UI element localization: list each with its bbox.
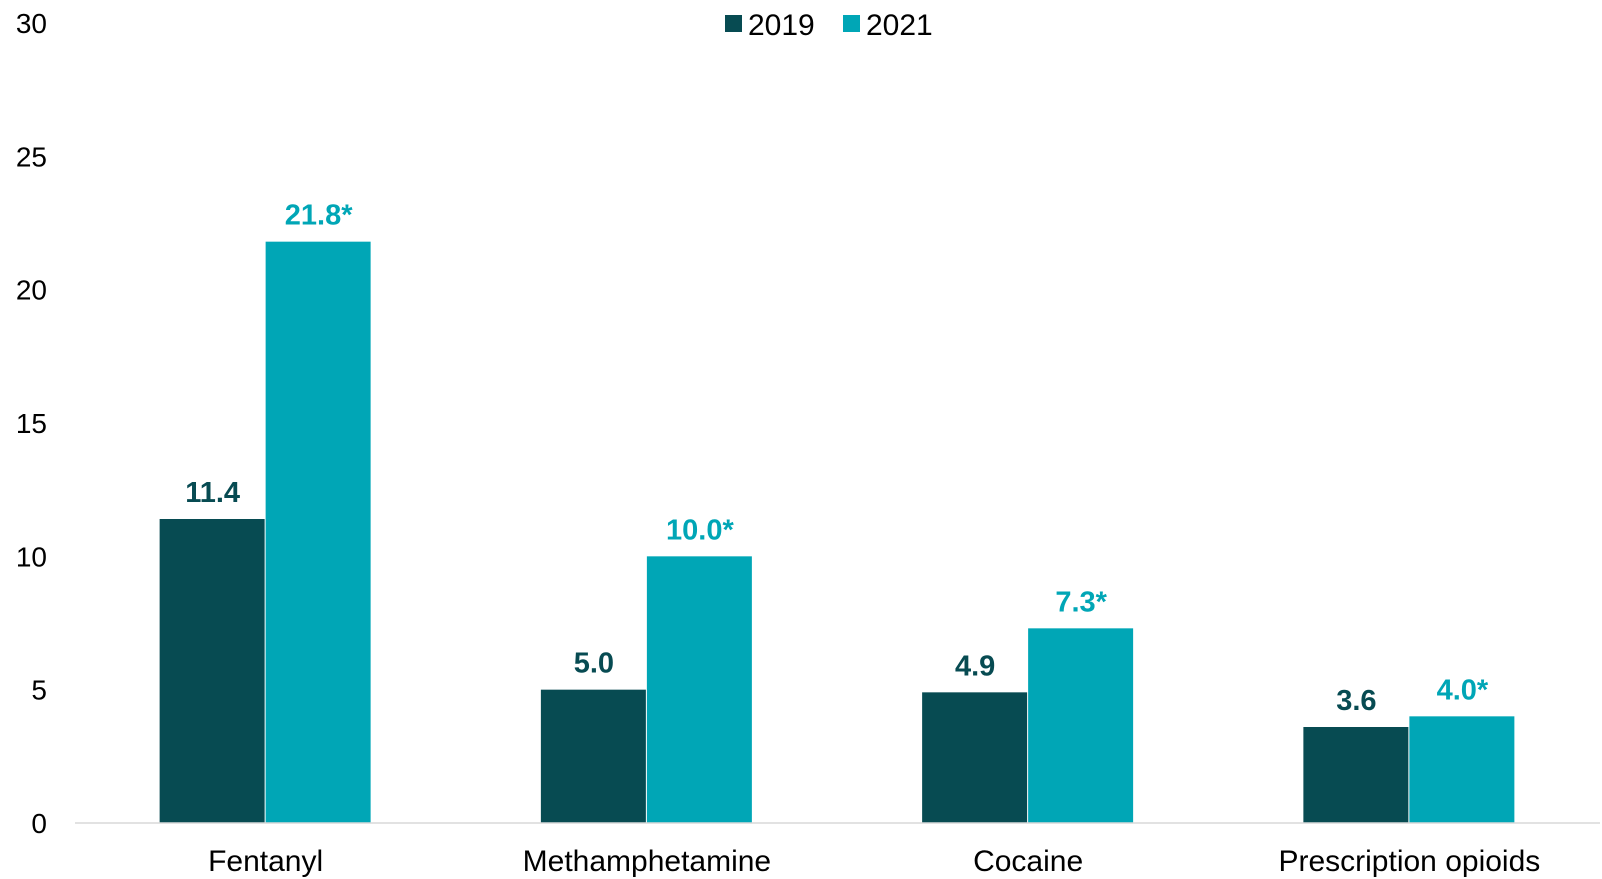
data-label: 7.3* <box>1055 586 1107 618</box>
bar-2019-cocaine <box>922 692 1028 823</box>
value-labels: 11.4 21.8* 5.0 10.0* 4.9 7.3* 3.6 4.0* <box>185 200 1489 717</box>
legend-label-2019: 2019 <box>748 9 815 42</box>
y-tick-label: 5 <box>31 675 47 706</box>
legend-swatch-2019 <box>725 15 742 32</box>
bar-group <box>159 241 1515 823</box>
data-label: 5.0 <box>574 648 614 680</box>
y-axis: 0 5 10 15 20 25 30 <box>16 8 47 839</box>
data-label: 3.6 <box>1336 685 1376 717</box>
bar-2021-prescription-opioids <box>1409 716 1515 823</box>
y-tick-label: 0 <box>31 808 47 839</box>
data-label: 4.9 <box>955 650 995 682</box>
bar-2019-fentanyl <box>159 519 265 823</box>
y-tick-label: 30 <box>16 8 47 39</box>
x-axis: Fentanyl Methamphetamine Cocaine Prescripti… <box>208 845 1540 878</box>
legend: 2019 2021 <box>725 9 933 42</box>
y-tick-label: 20 <box>16 275 47 306</box>
legend-label-2021: 2021 <box>866 9 933 42</box>
data-label: 10.0* <box>666 514 734 546</box>
bar-2019-methamphetamine <box>540 689 646 823</box>
data-label: 11.4 <box>185 477 240 509</box>
x-tick-label: Methamphetamine <box>523 845 771 878</box>
bar-2019-prescription-opioids <box>1303 727 1409 823</box>
x-tick-label: Cocaine <box>973 845 1083 878</box>
bar-2021-methamphetamine <box>646 556 752 823</box>
data-label: 4.0* <box>1437 674 1489 706</box>
data-label: 21.8* <box>285 200 353 232</box>
y-tick-label: 15 <box>16 408 47 439</box>
bar-2021-fentanyl <box>265 241 371 823</box>
y-tick-label: 25 <box>16 141 47 172</box>
x-tick-label: Fentanyl <box>208 845 323 878</box>
bar-2021-cocaine <box>1028 628 1134 823</box>
y-tick-label: 10 <box>16 541 47 572</box>
legend-swatch-2021 <box>843 15 860 32</box>
x-tick-label: Prescription opioids <box>1278 845 1540 878</box>
